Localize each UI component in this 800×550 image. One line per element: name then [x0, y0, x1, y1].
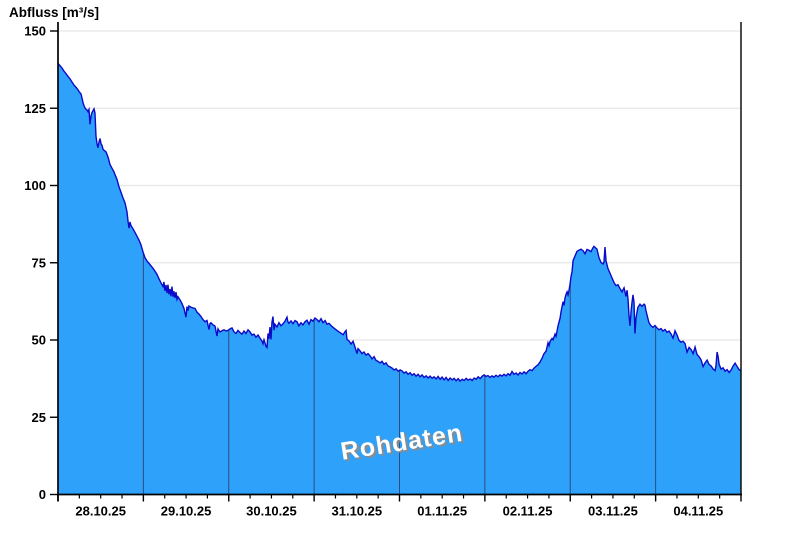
svg-text:125: 125: [24, 101, 46, 116]
chart-title: Abfluss [m³/s]: [9, 5, 100, 20]
svg-text:04.11.25: 04.11.25: [673, 504, 723, 519]
x-axis-labels: 28.10.25 29.10.25 30.10.25 31.10.25 01.11.25…: [75, 504, 723, 519]
svg-text:29.10.25: 29.10.25: [161, 504, 212, 519]
svg-text:100: 100: [24, 178, 46, 193]
svg-text:02.11.25: 02.11.25: [503, 504, 553, 519]
svg-text:75: 75: [32, 255, 46, 270]
svg-text:31.10.25: 31.10.25: [332, 504, 383, 519]
svg-text:01.11.25: 01.11.25: [417, 504, 467, 519]
svg-text:150: 150: [24, 24, 46, 39]
svg-text:25: 25: [32, 410, 46, 425]
svg-text:28.10.25: 28.10.25: [75, 504, 126, 519]
svg-text:0: 0: [39, 487, 46, 502]
y-axis-ticks-labels: 0 25 50 75 100 125 150: [24, 24, 58, 502]
svg-text:30.10.25: 30.10.25: [246, 504, 297, 519]
svg-text:50: 50: [32, 333, 46, 348]
svg-text:03.11.25: 03.11.25: [588, 504, 638, 519]
x-axis-ticks: [57, 494, 742, 502]
